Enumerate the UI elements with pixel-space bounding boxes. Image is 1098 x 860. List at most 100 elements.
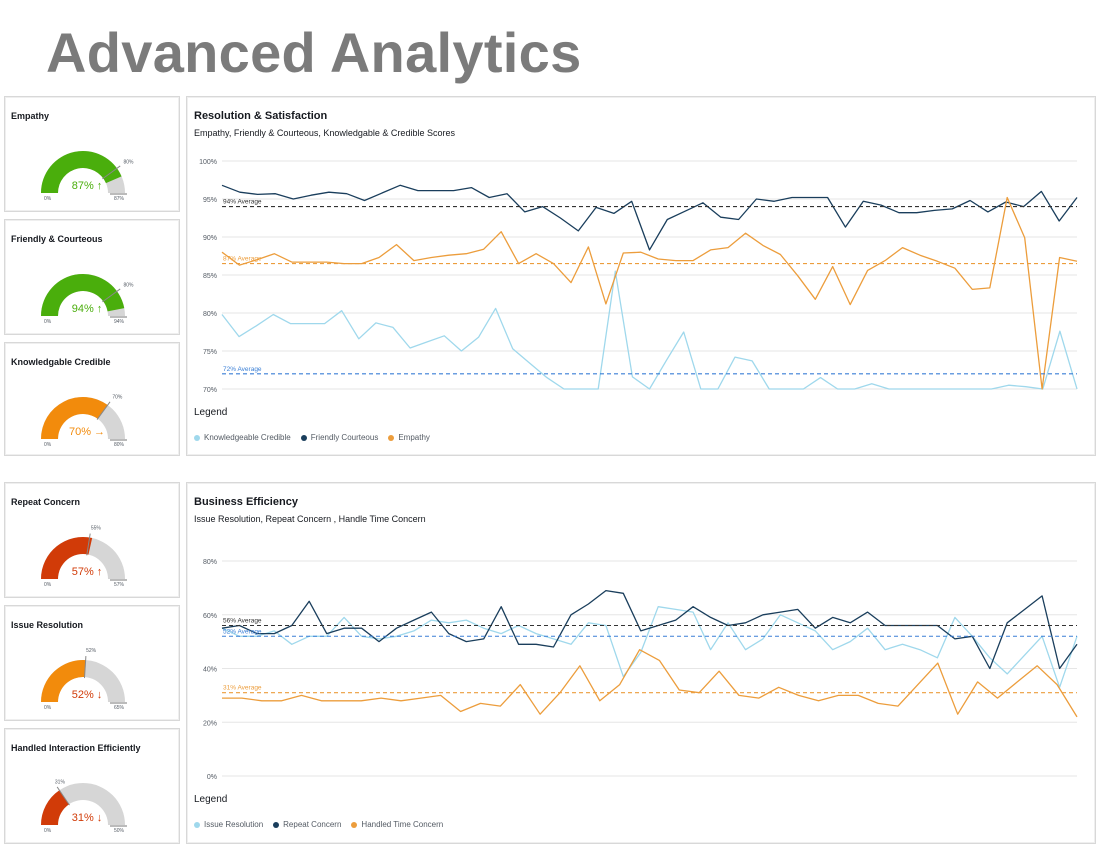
y-tick-label: 100% [199, 159, 217, 166]
gauge-chart: 31% 0% 50% 31% ↓ [41, 780, 127, 834]
gauge-target-label: 70% [112, 395, 123, 401]
gauge-title: Knowledgable Credible [11, 357, 111, 367]
legend-item-repeat-concern[interactable]: Repeat Concern [273, 820, 341, 829]
legend-title: Legend [194, 407, 228, 418]
gauge-fill [41, 660, 86, 702]
gauge-target-label: 55% [91, 526, 102, 532]
gauge-min-label: 0% [44, 828, 52, 834]
gauge-chart: 55% 0% 57% 57% ↑ [41, 526, 127, 588]
y-tick-label: 90% [203, 235, 217, 242]
y-tick-label: 20% [203, 720, 217, 727]
gauge-target-marker [102, 165, 121, 180]
legend-dot [351, 821, 358, 828]
legend-dot [300, 434, 307, 441]
series-line-1 [221, 184, 1078, 251]
gauge-card-repeat-concern[interactable]: Repeat Concern 55% 0% 57% 57% ↑ [4, 482, 180, 598]
y-tick-label: 70% [203, 387, 217, 394]
chart-title: Resolution & Satisfaction [194, 110, 328, 122]
gauge-title: Empathy [11, 111, 50, 121]
series-line-0 [221, 606, 1078, 688]
legend-label: Repeat Concern [283, 820, 342, 829]
gauge-target-label: 80% [123, 160, 134, 166]
legend-label: Empathy [398, 433, 430, 442]
gauge-value: 94% ↑ [72, 303, 103, 315]
legend-item-issue-resolution[interactable]: Issue Resolution [194, 820, 263, 829]
gauge-card-knowledgable-credible[interactable]: Knowledgable Credible 70% 0% 80% 70% → [4, 342, 180, 456]
legend-title: Legend [194, 794, 228, 805]
gauge-target-marker [84, 656, 87, 679]
gauge-max-label: 57% [114, 582, 125, 588]
series-line-0 [221, 270, 1078, 390]
gauge-card-empathy[interactable]: Empathy 80% 0% 87% 87% ↑ [4, 96, 180, 212]
gauge-card-handled-interaction[interactable]: Handled Interaction Efficiently 31% 0% 50%… [4, 728, 180, 844]
y-tick-label: 85% [203, 273, 217, 280]
gauge-target-label: 52% [86, 648, 97, 654]
gauge-title: Issue Resolution [11, 620, 84, 630]
series-line-1 [221, 589, 1078, 670]
gauge-target-label: 80% [123, 283, 134, 289]
gauge-max-label: 50% [114, 828, 125, 834]
gauge-title: Friendly & Courteous [11, 234, 103, 244]
gauge-value: 57% ↑ [72, 566, 103, 578]
y-tick-label: 75% [203, 349, 217, 356]
gauge-fill [41, 537, 93, 579]
gauge-card-friendly-courteous[interactable]: Friendly & Courteous 80% 0% 94% 94% ↑ [4, 219, 180, 335]
legend-dot [194, 821, 200, 828]
page-title: Advanced Analytics [46, 21, 582, 84]
legend-item-empathy[interactable]: Empathy [388, 433, 430, 442]
legend-label: Issue Resolution [204, 820, 264, 829]
line-chart: 70% 75% 80% 85% 90% 95% 100% 72% Average 94% Ave… [199, 159, 1078, 394]
legend-dot [388, 434, 395, 441]
gauge-min-label: 0% [44, 196, 52, 202]
chart-title: Business Efficiency [194, 496, 298, 508]
gauge-fill [41, 274, 125, 316]
gauge-card-issue-resolution[interactable]: Issue Resolution 52% 0% 65% 52% ↓ [4, 605, 180, 721]
business-efficiency-chart[interactable]: 0% 20% 40% 60% 80% 52% Average 56% Average 31% … [186, 482, 1096, 844]
line-chart: 0% 20% 40% 60% 80% 52% Average 56% Average 31% … [203, 559, 1078, 781]
gauge-fill [41, 151, 122, 193]
average-label: 72% Average [223, 366, 262, 373]
gauge-title: Repeat Concern [11, 497, 81, 507]
legend-label: Friendly Courteous [310, 433, 379, 442]
gauge-target-label: 31% [55, 780, 66, 786]
series-line-2 [221, 196, 1078, 390]
legend-label: Handled Time Concern [361, 820, 444, 829]
y-tick-label: 95% [203, 197, 217, 204]
legend-item-handled-time-concern[interactable]: Handled Time Concern [351, 820, 443, 829]
average-label: 87% Average [223, 256, 262, 263]
gauge-value: 52% ↓ [72, 689, 103, 701]
gauge-max-label: 65% [114, 705, 125, 711]
gauge-title: Handled Interaction Efficiently [11, 743, 141, 753]
resolution-satisfaction-chart[interactable]: 70% 75% 80% 85% 90% 95% 100% 72% Average 94% Ave… [186, 96, 1096, 456]
average-label: 94% Average [223, 199, 262, 206]
y-tick-label: 80% [203, 311, 217, 318]
legend-item-friendly-courteous[interactable]: Friendly Courteous [300, 433, 379, 442]
y-tick-label: 80% [203, 559, 217, 566]
gauge-target-marker [102, 288, 121, 303]
legend: Issue Resolution Repeat Concern Handled … [194, 820, 443, 829]
gauge-chart: 70% 0% 80% 70% → [41, 395, 127, 448]
legend-dot [273, 821, 280, 828]
gauge-min-label: 0% [44, 705, 52, 711]
gauge-target-marker [96, 401, 111, 420]
series-line-2 [222, 649, 1078, 718]
y-tick-label: 60% [203, 613, 217, 620]
gauge-min-label: 0% [44, 582, 52, 588]
legend-label: Knowledgeable Credible [204, 433, 291, 442]
gauge-min-label: 0% [44, 319, 52, 325]
legend-dot [194, 434, 200, 441]
gauge-max-label: 80% [114, 442, 125, 448]
average-label: 56% Average [223, 618, 262, 625]
gauge-max-label: 87% [114, 196, 125, 202]
chart-subtitle: Empathy, Friendly & Courteous, Knowledga… [194, 128, 455, 138]
gauge-value: 70% → [69, 426, 105, 438]
gauge-fill [41, 397, 108, 439]
gauge-target-marker [56, 786, 70, 806]
gauge-chart: 52% 0% 65% 52% ↓ [41, 648, 127, 711]
gauge-min-label: 0% [44, 442, 52, 448]
gauge-target-marker [86, 533, 91, 556]
legend-item-knowledgeable-credible[interactable]: Knowledgeable Credible [194, 433, 291, 442]
average-label: 52% Average [223, 628, 262, 635]
chart-subtitle: Issue Resolution, Repeat Concern , Handl… [194, 514, 426, 524]
gauge-chart: 80% 0% 94% 94% ↑ [41, 274, 134, 325]
